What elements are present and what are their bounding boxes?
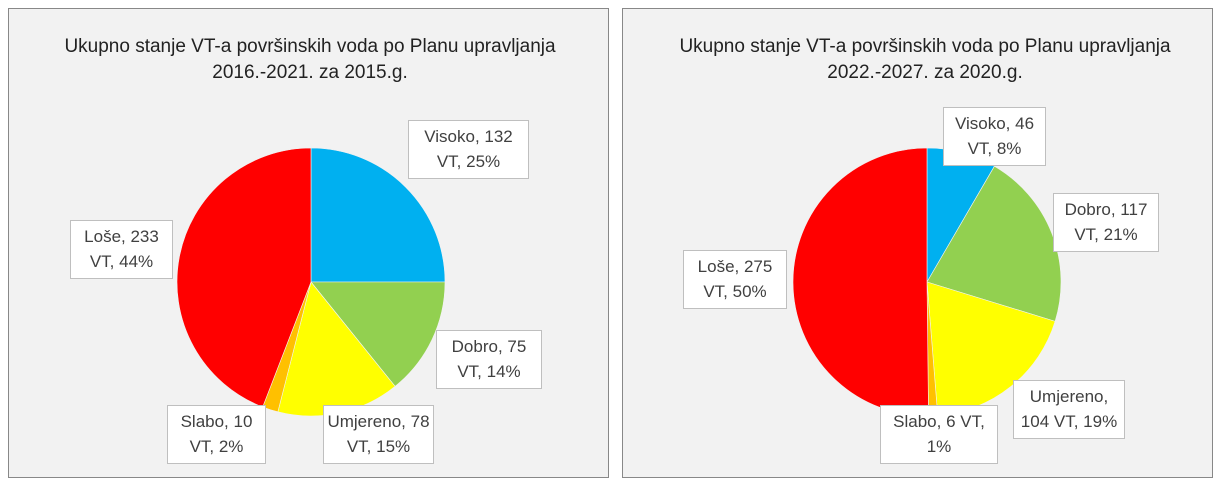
data-label: Dobro, 75 VT, 14% [436, 330, 542, 390]
data-label: Dobro, 117 VT, 21% [1053, 193, 1159, 253]
data-label: Loše, 275 VT, 50% [683, 250, 787, 310]
pie-slice [792, 147, 929, 417]
pie-slice [310, 281, 446, 387]
pie-slice [310, 147, 446, 283]
data-label: Umjereno, 104 VT, 19% [1013, 380, 1125, 440]
chart-title: Ukupno stanje VT-a površinskih voda po P… [64, 36, 556, 83]
data-label: Visoko, 46 VT, 8% [943, 107, 1046, 167]
data-label: Slabo, 10 VT, 2% [167, 405, 266, 465]
data-label: Slabo, 6 VT, 1% [880, 405, 998, 465]
chart-title: Ukupno stanje VT-a površinskih voda po P… [679, 36, 1171, 83]
page: (() => { const data = JSON.parse(documen… [8, 8, 1213, 478]
pie-canvas [176, 147, 1062, 417]
pie-slice [926, 165, 1062, 322]
data-label: Loše, 233 VT, 44% [70, 220, 173, 280]
data-label: Visoko, 132 VT, 25% [408, 120, 529, 180]
pie-slice [176, 147, 312, 408]
data-label: Umjereno, 78 VT, 15% [323, 405, 434, 465]
